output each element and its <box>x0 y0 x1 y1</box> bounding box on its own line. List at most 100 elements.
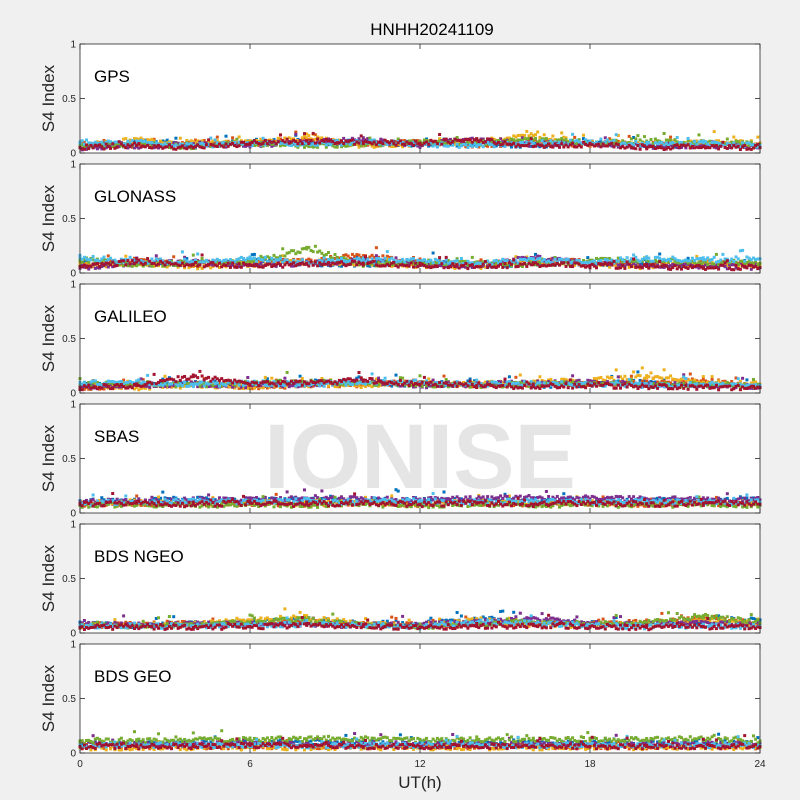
scatter-mark <box>486 264 490 268</box>
scatter-mark <box>492 140 496 144</box>
scatter-mark <box>690 144 694 148</box>
scatter-mark <box>745 141 749 145</box>
scatter-mark <box>643 141 646 145</box>
scatter-mark <box>619 260 622 264</box>
scatter-mark <box>544 140 548 144</box>
scatter-mark <box>265 144 269 147</box>
scatter-mark <box>412 143 415 147</box>
scatter-mark <box>353 138 357 142</box>
scatter-mark <box>730 263 734 267</box>
scatter-mark <box>747 141 751 145</box>
scatter-mark <box>749 267 753 271</box>
scatter-mark <box>289 140 293 144</box>
scatter-mark <box>499 262 503 266</box>
scatter-mark <box>701 144 705 148</box>
scatter-mark <box>309 143 313 147</box>
scatter-mark <box>95 147 99 151</box>
scatter-mark <box>455 265 459 269</box>
scatter-mark <box>294 140 298 143</box>
scatter-mark <box>279 133 282 137</box>
scatter-mark <box>451 143 455 147</box>
scatter-mark <box>457 141 461 145</box>
data-point <box>588 139 592 143</box>
scatter-mark <box>481 145 485 149</box>
scatter-mark <box>133 139 136 143</box>
scatter-mark <box>612 263 616 267</box>
scatter-mark <box>658 260 662 264</box>
scatter-mark <box>316 141 320 145</box>
scatter-mark <box>429 138 433 142</box>
scatter-mark <box>514 145 518 149</box>
scatter-mark <box>141 258 145 262</box>
scatter-mark <box>512 143 516 147</box>
scatter-mark <box>669 141 673 145</box>
scatter-mark <box>542 142 546 146</box>
scatter-mark <box>370 253 374 257</box>
scatter-mark <box>130 141 134 145</box>
scatter-mark <box>638 142 642 146</box>
scatter-mark <box>257 141 261 145</box>
scatter-mark <box>292 264 296 268</box>
scatter-mark <box>540 262 544 266</box>
scatter-mark <box>667 138 670 142</box>
scatter-mark <box>226 264 230 267</box>
scatter-mark <box>135 139 139 143</box>
scatter-mark <box>490 143 494 147</box>
scatter-mark <box>289 258 293 262</box>
scatter-mark <box>473 142 476 146</box>
scatter-mark <box>414 259 418 263</box>
scatter-mark <box>444 144 448 148</box>
scatter-mark <box>167 146 171 149</box>
scatter-mark <box>327 137 330 141</box>
scatter-mark <box>732 260 736 263</box>
scatter-mark <box>137 142 141 145</box>
scatter-mark <box>473 140 476 144</box>
scatter-mark <box>470 255 474 259</box>
scatter-mark <box>464 265 468 269</box>
scatter-mark <box>298 141 302 145</box>
scatter-mark <box>601 144 605 148</box>
scatter-mark <box>501 261 505 265</box>
scatter-mark <box>106 254 110 258</box>
scatter-mark <box>749 143 753 147</box>
scatter-mark <box>636 370 640 374</box>
scatter-mark <box>100 140 104 144</box>
scatter-mark <box>483 260 487 263</box>
scatter-mark <box>191 142 195 146</box>
scatter-mark <box>187 141 191 144</box>
scatter-mark <box>202 262 206 266</box>
scatter-mark <box>520 136 524 140</box>
scatter-mark <box>712 142 716 146</box>
scatter-mark <box>202 141 206 145</box>
scatter-mark <box>252 252 256 256</box>
scatter-mark <box>124 263 128 267</box>
scatter-mark <box>265 142 269 146</box>
scatter-mark <box>468 140 472 144</box>
scatter-mark <box>398 139 402 143</box>
scatter-mark <box>350 136 354 140</box>
scatter-mark <box>523 133 527 137</box>
scatter-mark <box>425 140 428 144</box>
scatter-mark <box>228 142 232 146</box>
scatter-mark <box>159 145 163 149</box>
scatter-mark <box>333 139 337 143</box>
scatter-mark <box>283 142 287 146</box>
scatter-mark <box>435 140 439 143</box>
scatter-mark <box>647 266 651 270</box>
scatter-mark <box>531 145 535 149</box>
scatter-mark <box>492 137 496 141</box>
scatter-mark <box>566 145 570 149</box>
scatter-mark <box>455 259 459 263</box>
scatter-mark <box>180 263 184 267</box>
scatter-mark <box>313 133 317 137</box>
scatter-mark <box>82 257 86 261</box>
scatter-mark <box>695 139 699 143</box>
scatter-mark <box>749 147 753 151</box>
scatter-mark <box>427 139 431 143</box>
scatter-mark <box>627 141 631 145</box>
scatter-mark <box>536 254 540 258</box>
scatter-mark <box>279 256 282 260</box>
scatter-mark <box>244 142 248 146</box>
scatter-mark <box>122 144 126 148</box>
